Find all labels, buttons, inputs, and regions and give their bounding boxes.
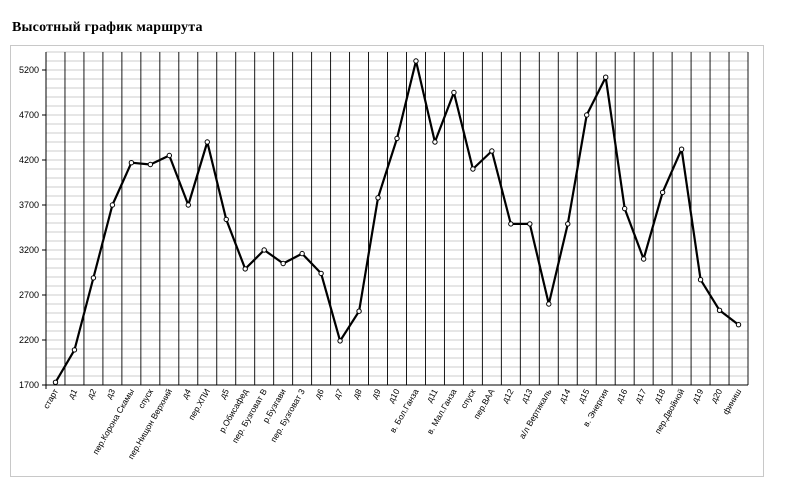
data-point bbox=[185, 202, 191, 208]
data-point bbox=[242, 266, 248, 272]
x-tick-label: финиш bbox=[721, 387, 744, 416]
y-tick-label: 2700 bbox=[19, 290, 39, 300]
x-tick-label: старт bbox=[41, 387, 60, 410]
chart-frame bbox=[10, 45, 764, 477]
data-point bbox=[318, 270, 324, 277]
data-point bbox=[716, 307, 723, 313]
y-tick-label: 2200 bbox=[19, 335, 39, 345]
data-point bbox=[451, 89, 457, 96]
x-tick-label: д10 bbox=[386, 387, 402, 405]
x-tick-label: д9 bbox=[369, 387, 383, 401]
elevation-series-line bbox=[54, 59, 740, 383]
data-point bbox=[735, 322, 742, 328]
x-tick-label: д12 bbox=[500, 387, 516, 405]
data-point bbox=[432, 139, 438, 145]
x-tick-label: д7 bbox=[331, 387, 345, 401]
x-tick-label: д8 bbox=[350, 387, 364, 401]
data-point bbox=[470, 166, 476, 172]
data-point bbox=[90, 275, 97, 281]
data-point bbox=[546, 301, 552, 307]
data-point bbox=[109, 202, 116, 208]
data-point bbox=[204, 139, 210, 145]
x-tick-label: д1 bbox=[66, 387, 80, 401]
data-point bbox=[413, 58, 419, 64]
x-tick-label: д18 bbox=[651, 387, 667, 405]
x-tick-label: д2 bbox=[85, 387, 99, 401]
data-point bbox=[280, 260, 286, 267]
axis-layer: 1700 2200 2700 3200 3700 4200 4700 5200 bbox=[19, 52, 748, 390]
data-point bbox=[584, 112, 590, 118]
data-point bbox=[508, 221, 514, 227]
series-layer bbox=[52, 58, 742, 385]
data-point bbox=[128, 160, 135, 166]
data-point bbox=[375, 195, 381, 201]
x-tick-label: спуск bbox=[458, 387, 477, 410]
x-tick-label: д14 bbox=[557, 387, 573, 405]
x-tick-label: д13 bbox=[519, 387, 535, 405]
x-tick-label: д4 bbox=[180, 387, 194, 401]
grid-layer bbox=[45, 51, 749, 386]
data-point bbox=[299, 250, 305, 257]
data-point bbox=[71, 347, 78, 353]
data-point bbox=[261, 247, 267, 253]
y-tick-label: 3200 bbox=[19, 245, 39, 255]
x-tick-label: д15 bbox=[576, 387, 592, 405]
x-tick-label: д17 bbox=[633, 387, 649, 405]
chart-title: Высотный график маршрута bbox=[12, 20, 203, 35]
data-point bbox=[489, 148, 495, 154]
x-tick-label: д16 bbox=[614, 387, 630, 405]
data-point bbox=[394, 135, 400, 142]
x-tick-label: спуск bbox=[136, 387, 155, 410]
data-point bbox=[52, 379, 59, 385]
data-point bbox=[147, 161, 154, 168]
data-point bbox=[678, 146, 685, 152]
x-tick-label: д6 bbox=[312, 387, 326, 401]
x-tick-label: д11 bbox=[424, 387, 440, 404]
x-tick-label: д20 bbox=[708, 387, 724, 405]
data-point bbox=[166, 152, 173, 159]
x-tick-label: д5 bbox=[217, 387, 231, 401]
y-tick-label: 4200 bbox=[19, 155, 39, 165]
data-point bbox=[697, 277, 704, 283]
y-tick-label: 3700 bbox=[19, 200, 39, 210]
data-point bbox=[659, 189, 666, 196]
y-tick-label: 4700 bbox=[19, 110, 39, 120]
x-tick-label: д3 bbox=[104, 387, 118, 401]
data-point bbox=[223, 216, 229, 223]
data-point bbox=[603, 74, 609, 80]
data-point bbox=[337, 338, 343, 344]
data-point bbox=[621, 205, 628, 212]
data-point bbox=[356, 308, 362, 314]
data-point bbox=[527, 221, 533, 227]
data-point bbox=[565, 221, 571, 227]
data-point bbox=[640, 256, 647, 262]
x-tick-label: д19 bbox=[689, 387, 705, 405]
y-tick-label: 1700 bbox=[19, 380, 39, 390]
y-tick-label: 5200 bbox=[19, 65, 39, 75]
